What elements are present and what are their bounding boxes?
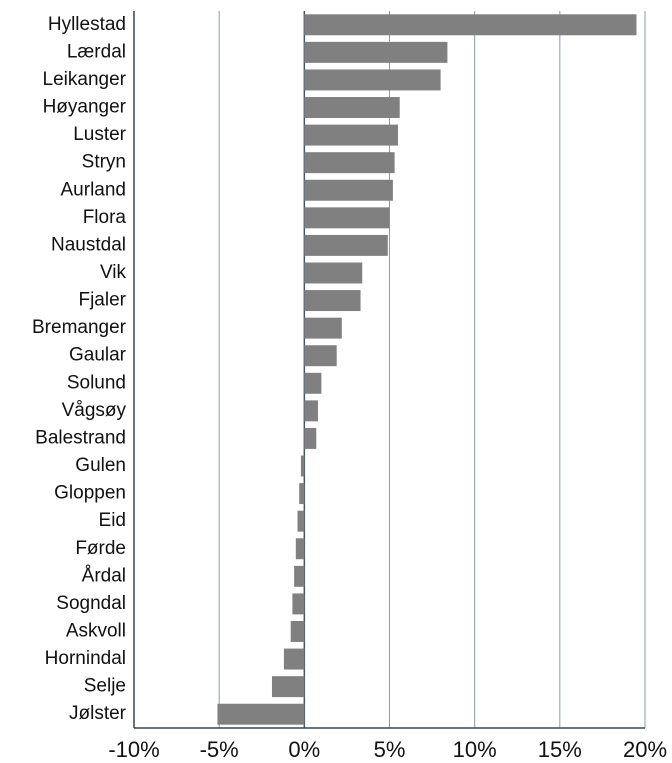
bar	[297, 510, 305, 532]
bar	[299, 483, 305, 505]
bar	[283, 648, 305, 670]
y-tick-label: Sogndal	[56, 593, 126, 614]
bar	[304, 427, 317, 449]
bar	[304, 400, 318, 422]
bar	[294, 565, 305, 587]
y-tick-label: Førde	[75, 538, 126, 559]
y-tick-label: Jølster	[69, 703, 127, 724]
x-tick-label: 0%	[288, 737, 320, 762]
y-tick-label: Askvoll	[66, 620, 126, 641]
x-tick-label: -5%	[200, 737, 239, 762]
bar	[304, 262, 363, 284]
y-tick-label: Gaular	[69, 345, 127, 366]
bar	[304, 14, 637, 36]
bar	[217, 703, 305, 725]
y-tick-label: Naustdal	[51, 234, 126, 255]
bar	[300, 455, 305, 477]
bar	[304, 345, 337, 367]
bar	[304, 97, 400, 118]
y-tick-label: Eid	[99, 510, 126, 531]
y-tick-label: Fjaler	[78, 290, 126, 311]
bar	[295, 538, 305, 560]
y-tick-label: Solund	[67, 372, 126, 393]
y-tick-label: Vågsøy	[62, 400, 127, 421]
y-tick-label: Leikanger	[43, 69, 127, 90]
y-tick-label: Stryn	[82, 152, 126, 173]
y-tick-label: Flora	[83, 207, 127, 228]
x-tick-label: -10%	[108, 737, 159, 762]
bar	[304, 69, 441, 91]
y-tick-label: Bremanger	[32, 317, 127, 338]
y-tick-label: Lærdal	[67, 41, 126, 62]
y-tick-label: Hornindal	[45, 648, 126, 669]
x-tick-label: 15%	[538, 737, 582, 762]
x-tick-label: 10%	[453, 737, 497, 762]
bar	[290, 621, 305, 642]
y-tick-label: Hyllestad	[48, 14, 126, 35]
bar	[304, 152, 395, 174]
x-tick-label: 5%	[374, 737, 406, 762]
bar	[271, 676, 305, 698]
y-tick-label: Gulen	[75, 455, 126, 476]
bar	[304, 290, 361, 312]
bar	[304, 179, 393, 201]
bar	[292, 593, 305, 615]
bar	[304, 124, 399, 146]
y-tick-label: Selje	[84, 676, 126, 697]
bar	[304, 207, 390, 229]
bar	[304, 372, 322, 394]
bar	[304, 317, 342, 339]
bar	[304, 234, 388, 256]
y-tick-label: Gloppen	[54, 483, 126, 504]
y-tick-label: Luster	[73, 124, 126, 145]
y-tick-label: Årdal	[82, 565, 126, 586]
x-tick-label: 20%	[623, 737, 667, 762]
y-tick-label: Aurland	[61, 179, 127, 200]
bar	[304, 41, 448, 63]
y-tick-label: Høyanger	[43, 97, 127, 118]
y-tick-label: Balestrand	[35, 427, 126, 448]
y-tick-label: Vik	[100, 262, 127, 283]
